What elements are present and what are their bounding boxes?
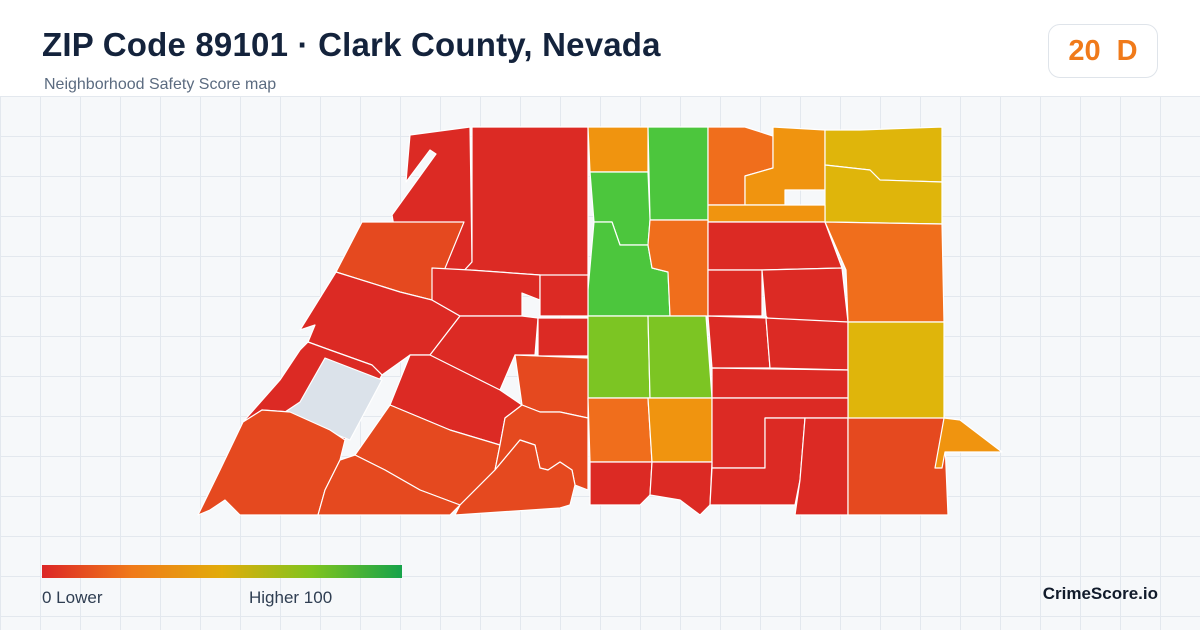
tract-c-red-g[interactable] <box>761 267 849 323</box>
tract-strip-amber[interactable] <box>707 204 826 223</box>
legend-color-scale <box>42 565 402 578</box>
tract-c-red-b[interactable] <box>431 267 541 317</box>
tract-e-gold-big[interactable] <box>847 321 961 421</box>
page-subtitle: Neighborhood Safety Score map <box>44 76 277 93</box>
tract-c-amber-b[interactable] <box>647 397 713 463</box>
brand-logo-text: CrimeScore.io <box>1042 584 1158 603</box>
tract-s-red-f[interactable] <box>589 461 653 506</box>
tract-c-red-a[interactable] <box>707 221 843 271</box>
tract-n-green-tall[interactable] <box>647 126 709 221</box>
tract-c-red-l[interactable] <box>711 367 849 399</box>
tract-c-red-e[interactable] <box>537 317 589 357</box>
tract-yg-left[interactable] <box>587 315 651 399</box>
score-badge: 20 D <box>1048 24 1158 78</box>
legend-low-label: 0 Lower <box>42 588 103 607</box>
tract-c-red-h[interactable] <box>707 315 771 369</box>
score-grade: D <box>1116 34 1138 67</box>
tract-yg-right[interactable] <box>647 315 713 399</box>
tract-n-amber[interactable] <box>587 126 649 173</box>
tract-se-red[interactable] <box>794 417 849 516</box>
score-value: 20 <box>1068 34 1101 67</box>
tract-c-red-i[interactable] <box>765 317 849 371</box>
tract-c-red-c[interactable] <box>539 274 589 317</box>
tract-c-red-f[interactable] <box>707 269 763 317</box>
tract-s-redorange-e[interactable] <box>454 439 576 516</box>
page-title: ZIP Code 89101 · Clark County, Nevada <box>42 26 661 63</box>
legend-high-label: Higher 100 <box>249 588 333 607</box>
tract-s-red-g[interactable] <box>649 461 713 516</box>
header: ZIP Code 89101 · Clark County, Nevada Ne… <box>0 0 1200 96</box>
tract-s-redorange-c[interactable] <box>317 454 461 516</box>
tract-se-redorange[interactable] <box>847 417 949 516</box>
tract-c-orange-b[interactable] <box>587 397 653 463</box>
tract-se-amber[interactable] <box>934 417 1003 469</box>
